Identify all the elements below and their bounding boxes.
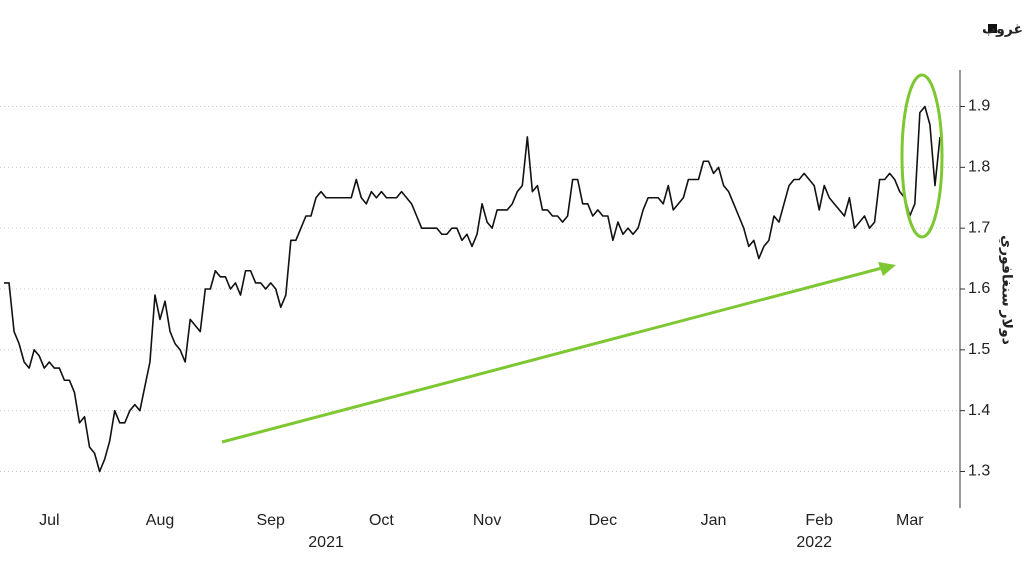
legend-swatch (988, 24, 997, 33)
x-tick-label: Nov (473, 512, 501, 529)
y-tick-label: 1.3 (968, 463, 990, 480)
x-year-label: 2022 (796, 534, 832, 551)
y-axis-label: دولار سنغافوري (997, 235, 1015, 345)
y-tick-label: 1.6 (968, 280, 990, 297)
legend-label: سعر سهم أولام غروب (982, 20, 1024, 38)
y-tick-label: 1.9 (968, 98, 990, 115)
x-tick-label: Feb (805, 512, 833, 529)
trend-arrow (221, 266, 883, 444)
x-tick-label: Jan (701, 512, 727, 529)
x-tick-label: Sep (256, 512, 285, 529)
x-tick-label: Mar (896, 512, 924, 529)
arrow-head (878, 262, 896, 276)
x-year-label: 2021 (308, 534, 344, 551)
highlight-ellipse (900, 73, 944, 239)
y-tick-label: 1.4 (968, 402, 990, 419)
x-tick-label: Oct (369, 512, 394, 529)
x-tick-label: Dec (589, 512, 617, 529)
x-tick-label: Jul (39, 512, 59, 529)
y-tick-label: 1.8 (968, 159, 990, 176)
y-tick-label: 1.5 (968, 341, 990, 358)
y-tick-label: 1.7 (968, 219, 990, 236)
x-tick-label: Aug (146, 512, 174, 529)
annotation (221, 73, 944, 444)
line-series (4, 105, 941, 473)
